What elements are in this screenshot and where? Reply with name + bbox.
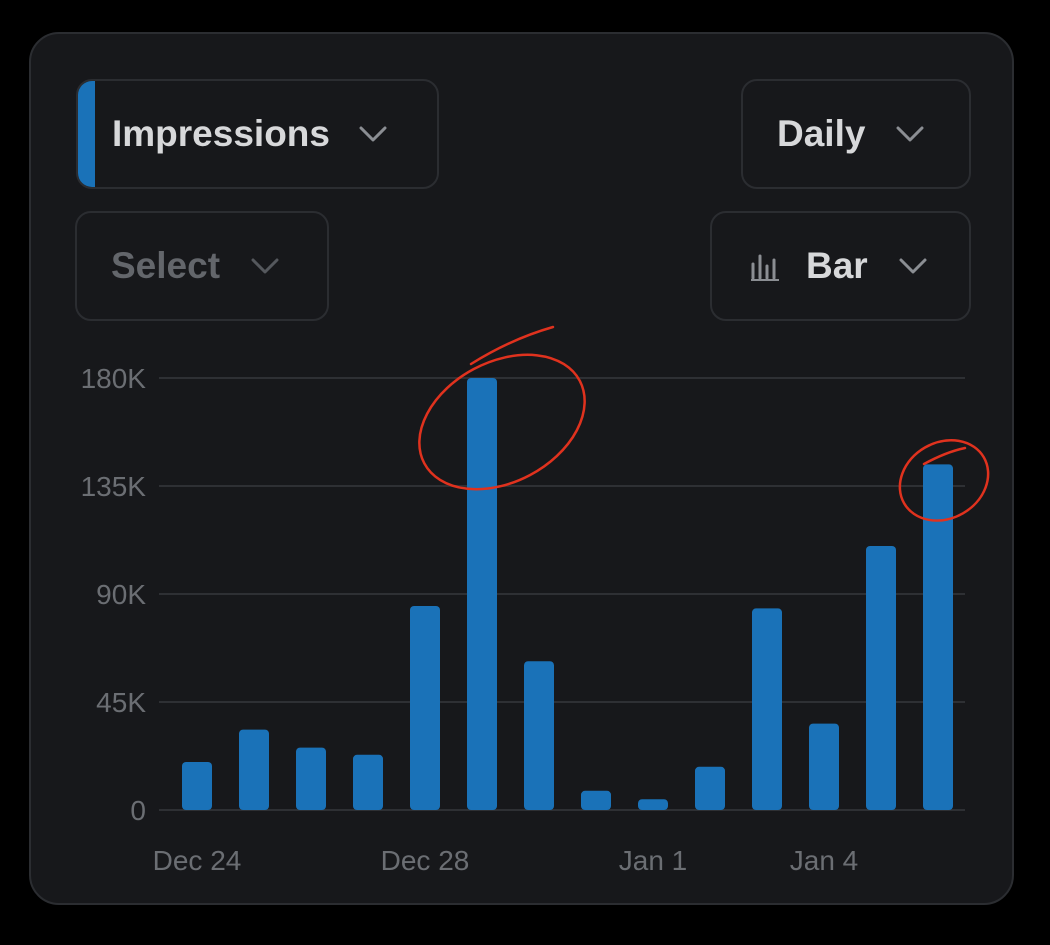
bar bbox=[809, 723, 839, 810]
bar-chart-icon bbox=[751, 254, 779, 281]
compare-dropdown-label: Select bbox=[111, 245, 221, 286]
compare-dropdown[interactable]: Select bbox=[75, 211, 329, 321]
x-tick-label: Dec 28 bbox=[381, 845, 470, 876]
chart-type-dropdown[interactable]: Bar bbox=[710, 211, 971, 321]
bar bbox=[866, 546, 896, 810]
y-tick-label: 0 bbox=[130, 795, 146, 826]
bar bbox=[752, 608, 782, 810]
bar bbox=[467, 378, 497, 810]
chart-type-dropdown-label: Bar bbox=[806, 245, 868, 286]
bar bbox=[296, 747, 326, 810]
bar bbox=[410, 606, 440, 810]
bar bbox=[695, 766, 725, 810]
x-tick-label: Jan 4 bbox=[790, 845, 859, 876]
bar bbox=[182, 762, 212, 810]
bar bbox=[524, 661, 554, 810]
y-tick-label: 90K bbox=[96, 579, 146, 610]
y-tick-label: 135K bbox=[81, 471, 147, 502]
chevron-down-icon bbox=[251, 258, 279, 274]
chart-card: Impressions Daily Select Bar bbox=[29, 32, 1014, 905]
metric-color-indicator bbox=[78, 81, 95, 187]
annotation-circle bbox=[898, 439, 990, 522]
chevron-down-icon bbox=[896, 126, 924, 142]
bar bbox=[581, 790, 611, 810]
impressions-bar-chart: 0 45K 90K 135K 180K Dec 24 Dec 28 Jan 1 Jan 4 bbox=[81, 325, 990, 876]
annotation-stroke bbox=[469, 325, 555, 366]
y-tick-label: 45K bbox=[96, 687, 146, 718]
bar bbox=[239, 729, 269, 810]
metric-dropdown[interactable]: Impressions bbox=[76, 79, 439, 189]
bar bbox=[923, 464, 953, 810]
x-tick-label: Dec 24 bbox=[153, 845, 242, 876]
bar bbox=[353, 754, 383, 810]
y-tick-label: 180K bbox=[81, 363, 147, 394]
bar bbox=[638, 799, 668, 810]
metric-dropdown-label: Impressions bbox=[112, 113, 330, 154]
annotation-stroke bbox=[922, 446, 967, 466]
x-tick-label: Jan 1 bbox=[619, 845, 688, 876]
annotation-circle bbox=[418, 353, 586, 491]
chevron-down-icon bbox=[359, 126, 387, 142]
interval-dropdown[interactable]: Daily bbox=[741, 79, 971, 189]
interval-dropdown-label: Daily bbox=[777, 113, 866, 154]
chevron-down-icon bbox=[899, 258, 927, 274]
